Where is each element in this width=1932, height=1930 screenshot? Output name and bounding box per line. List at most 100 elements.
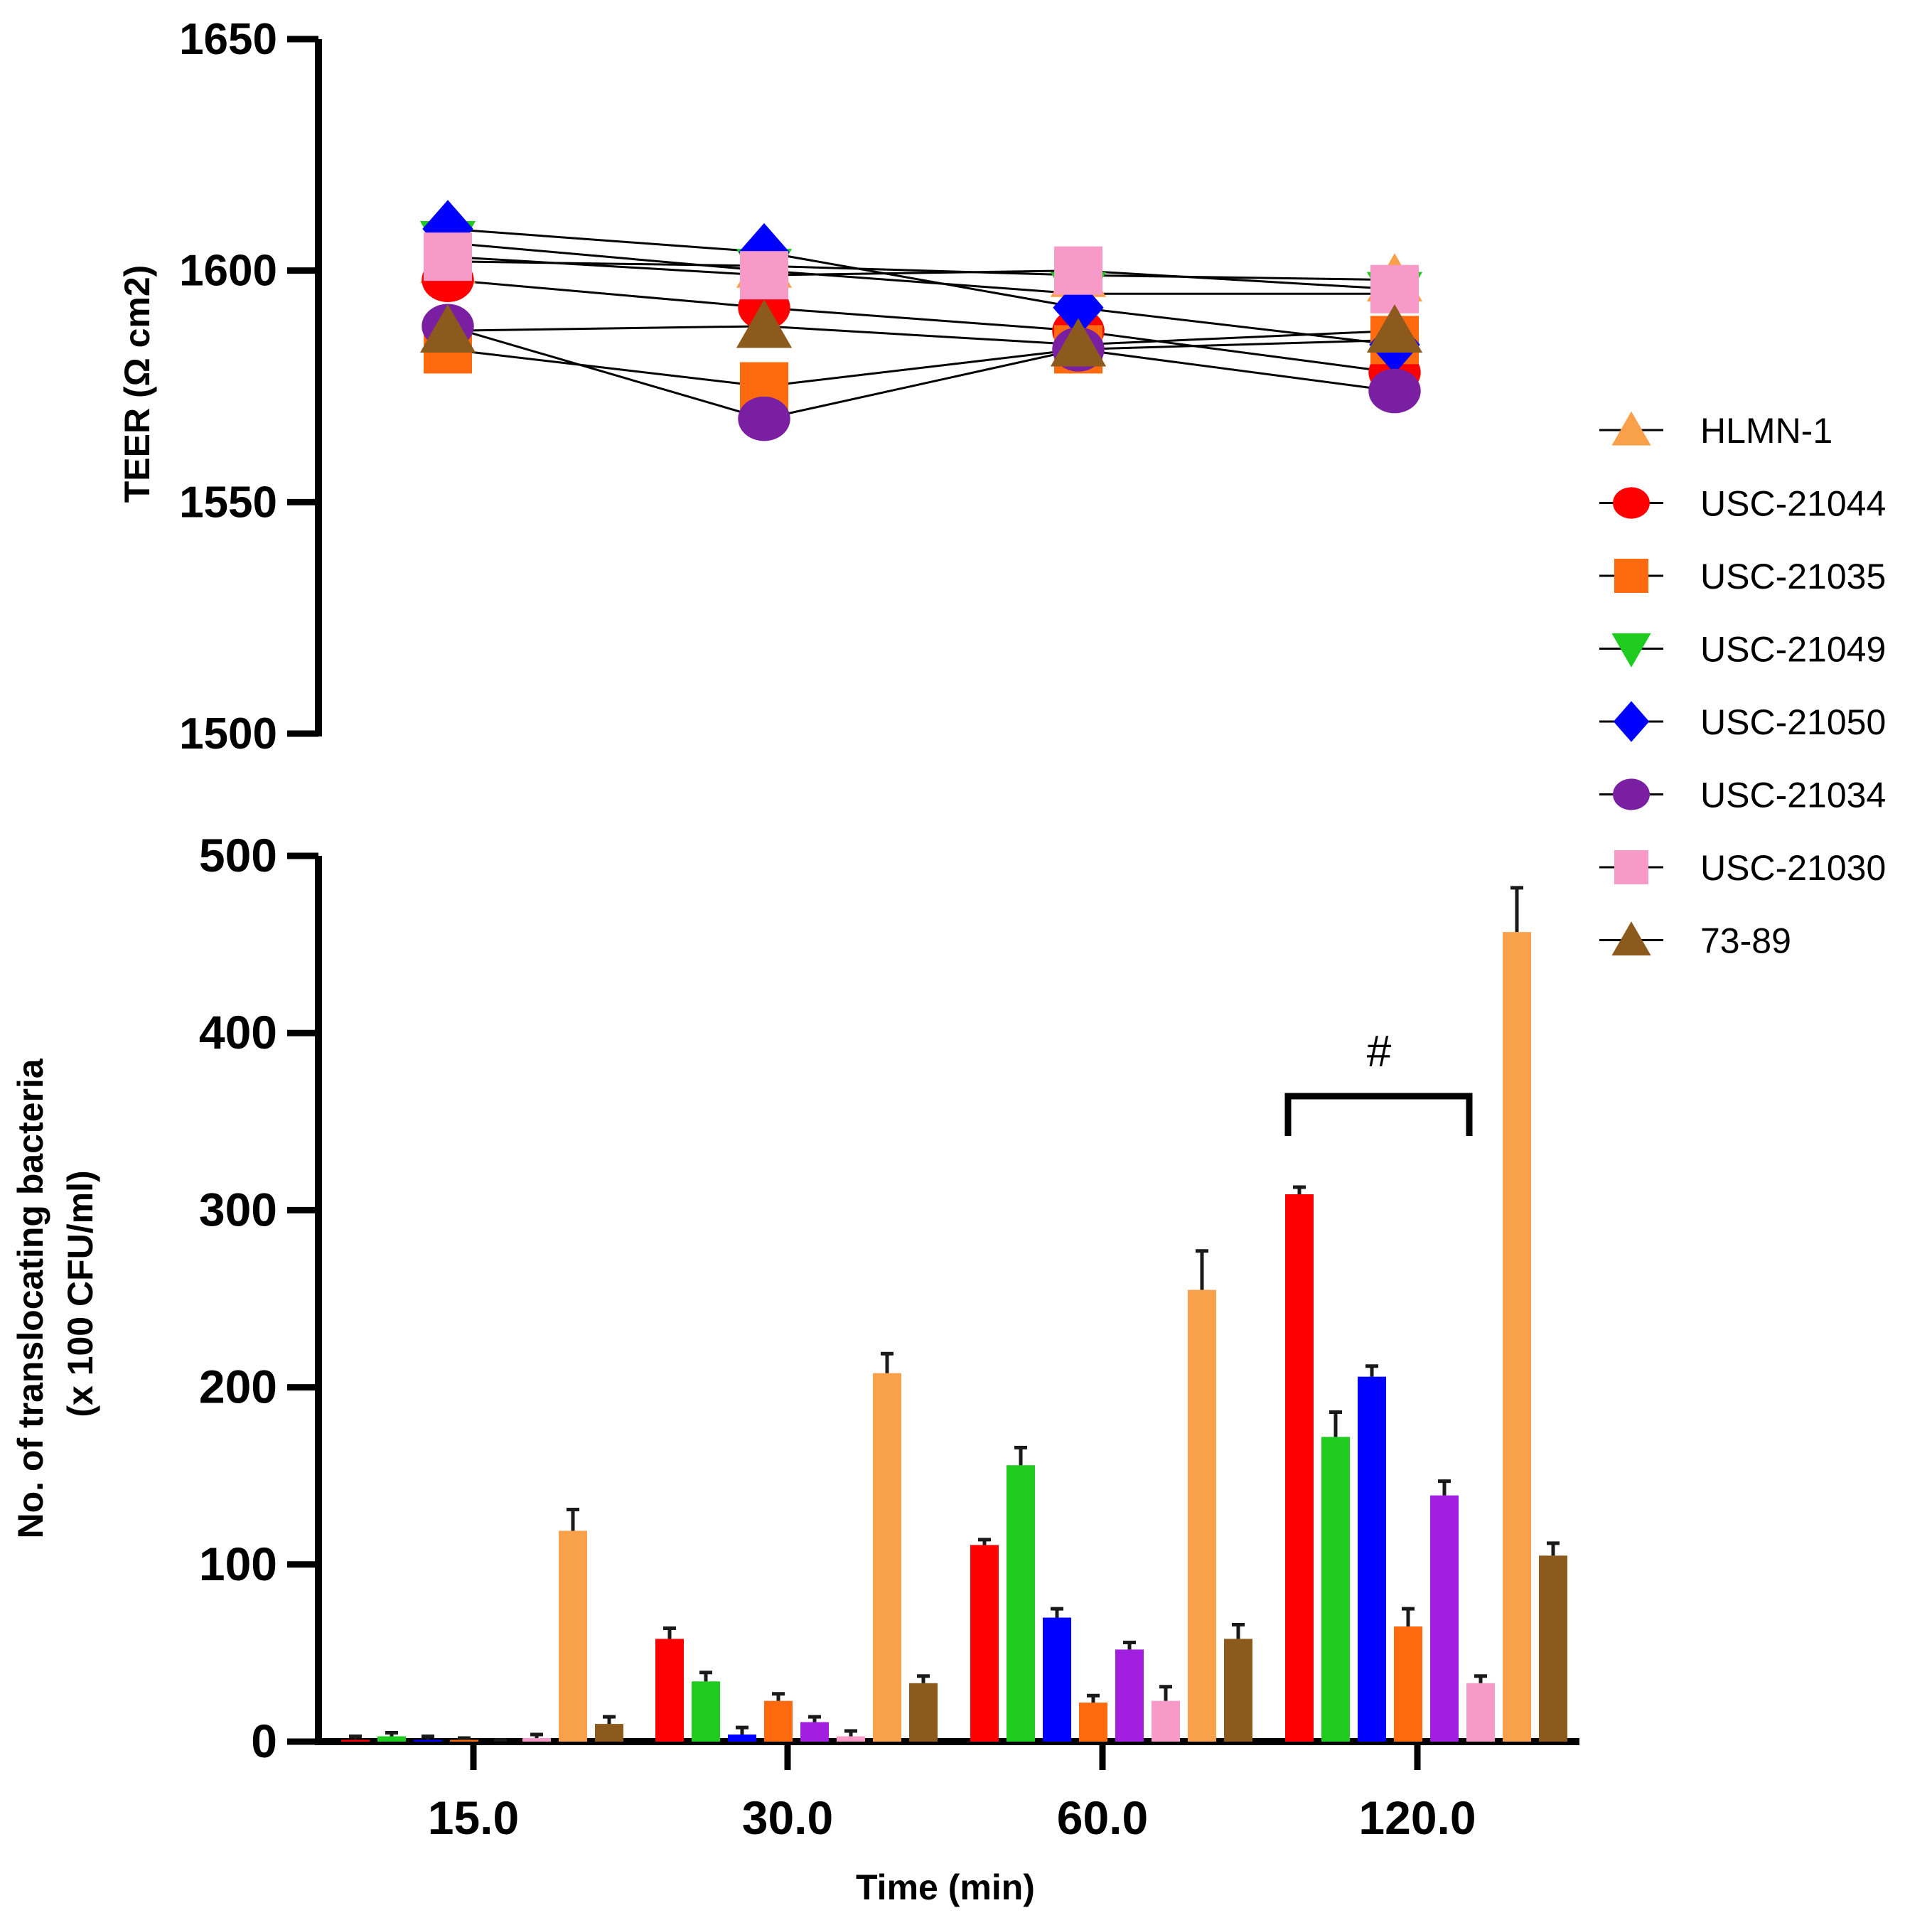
legend-item-USC-21030: USC-21030 <box>1599 848 1886 888</box>
teer-line-USC-21035 <box>447 338 1395 388</box>
legend-label: HLMN-1 <box>1700 411 1832 451</box>
teer-point-USC-21034 <box>738 396 790 441</box>
teer-line-73-89 <box>447 325 1395 346</box>
bar-73-89-30.0 <box>909 1683 938 1742</box>
legend-marker-USC-21049 <box>1611 633 1651 668</box>
legend-marker-USC-21034 <box>1613 778 1650 810</box>
teer-line-chart: TEER (Ω cm2) 1650 1600 1550 1500 <box>117 15 1423 758</box>
bar-HLMN-1-60.0 <box>1188 1290 1216 1742</box>
teer-point-73-89 <box>419 304 476 353</box>
legend-label: USC-21050 <box>1700 702 1886 742</box>
bar-USC-21050-15.0 <box>414 1739 442 1742</box>
bar-y-tick-label: 500 <box>199 829 277 881</box>
teer-point-USC-21030 <box>1054 246 1102 295</box>
teer-point-USC-21030 <box>740 251 788 300</box>
bar-USC-21035-15.0 <box>450 1739 478 1742</box>
bar-y-tick-label: 400 <box>199 1006 277 1058</box>
bar-USC-21049-120.0 <box>1321 1437 1350 1742</box>
legend-marker-USC-21035 <box>1614 559 1648 593</box>
bar-USC-21044-60.0 <box>970 1545 999 1742</box>
bar-USC-21049-30.0 <box>692 1681 720 1742</box>
bar-73-89-15.0 <box>595 1724 623 1742</box>
legend-item-USC-21034: USC-21034 <box>1599 776 1886 815</box>
teer-point-USC-21030 <box>424 232 472 282</box>
teer-line-USC-21034 <box>447 325 1395 420</box>
bar-y-axis-title-line-1: No. of translocating bacteria <box>11 1058 50 1538</box>
bar-y-axis-title: No. of translocating bacteria (x 100 CFU… <box>11 1049 100 1538</box>
bracket-line <box>1284 1093 1473 1136</box>
teer-point-73-89 <box>736 299 793 348</box>
bar-USC-21044-120.0 <box>1285 1194 1314 1742</box>
teer-series-lines <box>447 227 1395 420</box>
bar-USC-21044-15.0 <box>341 1739 370 1742</box>
bar-HLMN-1-15.0 <box>559 1530 587 1742</box>
significance-mark: # <box>1367 1027 1392 1076</box>
legend-label: USC-21049 <box>1700 630 1886 670</box>
legend-marker-HLMN-1 <box>1611 411 1651 446</box>
bar-USC-21030-30.0 <box>837 1736 865 1742</box>
teer-line-USC-21044 <box>447 279 1395 374</box>
bar-USC-21034-120.0 <box>1430 1495 1459 1742</box>
bar-x-axis-title: Time (min) <box>856 1867 1035 1907</box>
legend-label: 73-89 <box>1700 921 1791 961</box>
legend-marker-USC-21030 <box>1614 850 1648 884</box>
teer-line-USC-21049 <box>447 242 1395 295</box>
bar-73-89-120.0 <box>1539 1555 1567 1742</box>
legend-item-USC-21049: USC-21049 <box>1599 630 1886 670</box>
bar-y-tick-label: 100 <box>199 1538 277 1590</box>
teer-line-USC-21050 <box>447 227 1395 346</box>
bar-USC-21030-60.0 <box>1152 1700 1180 1742</box>
bar-73-89-60.0 <box>1224 1639 1252 1742</box>
teer-y-axis-title: TEER (Ω cm2) <box>117 265 157 503</box>
teer-y-tick-label: 1500 <box>179 709 277 758</box>
teer-point-USC-21034 <box>1368 368 1421 414</box>
legend-marker-USC-21050 <box>1613 701 1650 742</box>
teer-y-tick-label: 1550 <box>179 478 277 527</box>
bar-y-tick-label: 300 <box>199 1183 277 1235</box>
teer-point-73-89 <box>1366 304 1423 353</box>
bar-USC-21044-30.0 <box>655 1639 684 1742</box>
legend-label: USC-21035 <box>1700 557 1886 596</box>
teer-line-HLMN-1 <box>447 260 1395 282</box>
bar-USC-21050-60.0 <box>1043 1617 1071 1742</box>
legend-label: USC-21044 <box>1700 484 1886 524</box>
legend-item-USC-21044: USC-21044 <box>1599 484 1886 524</box>
bar-x-tick-label: 120.0 <box>1358 1791 1476 1844</box>
bar-series <box>341 886 1567 1742</box>
teer-y-tick-label: 1650 <box>179 15 277 64</box>
bar-y-axis-title-line-2: (x 100 CFU/ml) <box>60 1170 100 1417</box>
bar-USC-21049-60.0 <box>1007 1465 1035 1742</box>
bar-USC-21035-60.0 <box>1079 1703 1107 1742</box>
bar-y-tick-label: 0 <box>251 1715 277 1767</box>
bar-axes: 500 400 300 200 100 0 15.0 30.0 60.0 120.0 <box>199 829 1579 1844</box>
legend: HLMN-1 USC-21044 USC-21035 USC-21049 USC-210… <box>1599 411 1886 961</box>
legend-item-USC-21035: USC-21035 <box>1599 557 1886 596</box>
bar-USC-21034-30.0 <box>800 1722 829 1742</box>
legend-item-73-89: 73-89 <box>1599 921 1791 961</box>
legend-item-HLMN-1: HLMN-1 <box>1599 411 1832 451</box>
bar-HLMN-1-120.0 <box>1503 932 1531 1742</box>
bar-y-tick-label: 200 <box>199 1361 277 1413</box>
teer-y-tick-label: 1600 <box>179 247 277 296</box>
bar-HLMN-1-30.0 <box>873 1373 901 1742</box>
legend-label: USC-21030 <box>1700 848 1886 888</box>
legend-item-USC-21050: USC-21050 <box>1599 701 1886 742</box>
bar-x-tick-label: 30.0 <box>742 1791 833 1844</box>
teer-axes: 1650 1600 1550 1500 <box>179 15 322 758</box>
bar-USC-21035-30.0 <box>764 1700 793 1742</box>
bar-x-tick-label: 60.0 <box>1057 1791 1148 1844</box>
legend-marker-USC-21044 <box>1613 487 1650 519</box>
teer-series-markers <box>419 200 1423 441</box>
bar-USC-21049-15.0 <box>377 1736 406 1742</box>
bar-x-tick-label: 15.0 <box>428 1791 519 1844</box>
legend-marker-73-89 <box>1611 921 1651 956</box>
translocation-bar-chart: No. of translocating bacteria (x 100 CFU… <box>11 829 1579 1907</box>
teer-point-73-89 <box>1050 318 1107 367</box>
bar-USC-21050-120.0 <box>1358 1376 1386 1742</box>
teer-line-USC-21030 <box>447 255 1395 291</box>
bar-USC-21035-120.0 <box>1394 1626 1422 1742</box>
bar-USC-21030-15.0 <box>522 1738 551 1742</box>
bar-USC-21030-120.0 <box>1466 1683 1495 1742</box>
significance-bracket: # <box>1284 1027 1473 1136</box>
